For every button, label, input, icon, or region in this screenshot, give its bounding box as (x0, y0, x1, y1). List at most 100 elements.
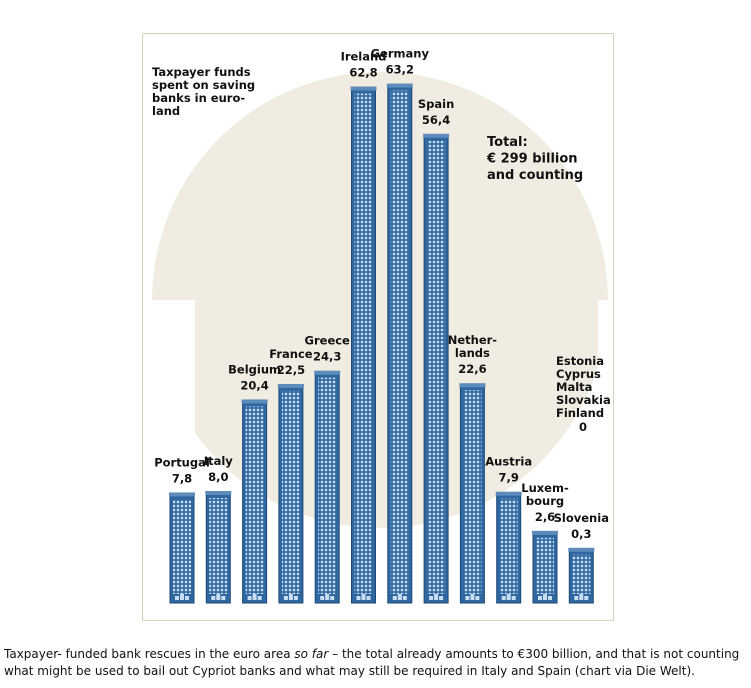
building-windows (536, 537, 554, 594)
building-cap (314, 370, 341, 375)
building-cap (532, 530, 558, 535)
building-door (330, 596, 335, 600)
building-door (439, 596, 444, 600)
category-label: Portugal (154, 455, 210, 469)
building-door (247, 596, 252, 600)
category-label: Luxem- (521, 481, 569, 495)
building-windows (354, 93, 373, 594)
category-label: Austria (485, 455, 532, 469)
building-windows (209, 497, 228, 594)
building-door (175, 596, 179, 600)
building-door (392, 596, 397, 600)
building-door (185, 596, 189, 600)
building-door (402, 596, 407, 600)
building-cap (169, 492, 195, 497)
building (350, 86, 377, 604)
building-door (356, 596, 361, 600)
value-label: 62,8 (349, 66, 377, 80)
category-label: bourg (526, 494, 564, 508)
total-line: Total: (487, 135, 528, 150)
building-door (361, 594, 366, 600)
building-door (475, 596, 480, 600)
building-door (429, 596, 434, 600)
building-door (216, 594, 221, 600)
building-door (501, 596, 506, 600)
building-door (506, 594, 511, 600)
value-label: 7,9 (499, 471, 519, 485)
value-label: 20,4 (240, 378, 268, 392)
category-label: lands (455, 346, 490, 360)
building-cap (277, 383, 304, 388)
others-value: 0 (579, 420, 587, 434)
building (241, 399, 268, 604)
building (459, 383, 486, 604)
value-label: 22,5 (277, 363, 305, 377)
building-windows (427, 140, 446, 594)
building-windows (281, 390, 300, 594)
title-line: banks in euro- (152, 91, 245, 105)
category-label: Slovenia (554, 511, 609, 525)
value-label: 0,3 (571, 527, 591, 541)
building (423, 133, 450, 604)
building (314, 370, 341, 604)
caption: Taxpayer- funded bank rescues in the eur… (4, 646, 750, 680)
building-windows (318, 377, 337, 594)
building (495, 491, 522, 604)
building-door (584, 596, 589, 600)
building-door (288, 594, 293, 600)
building-door (320, 596, 325, 600)
building-door (211, 596, 216, 600)
building-windows (572, 554, 591, 594)
building-windows (499, 498, 518, 594)
building-cap (568, 547, 595, 552)
building-door (538, 596, 542, 600)
value-label: 2,6 (535, 510, 555, 524)
category-label: France (269, 347, 313, 361)
category-label: Nether- (448, 333, 498, 347)
building-cap (459, 383, 486, 388)
building (169, 492, 195, 604)
title-line: spent on saving (152, 78, 255, 92)
others-name: Cyprus (556, 367, 601, 381)
value-label: 7,8 (172, 471, 192, 485)
total-line: € 299 billion (486, 152, 578, 167)
category-label: Belgium (228, 362, 281, 376)
building (205, 490, 232, 604)
caption-text: so far (294, 647, 329, 661)
building-cap (350, 86, 377, 91)
category-label: Ireland (341, 50, 387, 64)
building-windows (390, 90, 409, 595)
others-name: Malta (556, 380, 592, 394)
building-windows (173, 499, 191, 594)
building (386, 83, 413, 604)
others-name: Finland (556, 406, 604, 420)
building-door (434, 594, 439, 600)
building (532, 530, 558, 604)
caption-text: Taxpayer- funded bank rescues in the eur… (4, 647, 295, 661)
building (277, 383, 304, 604)
mask (598, 300, 612, 620)
building-cap (495, 491, 522, 496)
building-door (180, 594, 184, 600)
building-door (325, 594, 330, 600)
building-door (574, 596, 579, 600)
building-cap (241, 399, 268, 404)
building-door (397, 594, 402, 600)
building-door (543, 594, 547, 600)
building-door (252, 594, 257, 600)
building-door (221, 596, 226, 600)
building-windows (245, 406, 264, 594)
others-name: Slovakia (556, 393, 611, 407)
value-label: 24,3 (313, 350, 341, 364)
value-label: 56,4 (422, 113, 450, 127)
category-label: Greece (305, 334, 351, 348)
value-label: 8,0 (208, 470, 228, 484)
building-door (366, 596, 371, 600)
building-door (293, 596, 298, 600)
building-windows (463, 390, 482, 594)
value-label: 63,2 (386, 63, 414, 77)
building-door (511, 596, 516, 600)
others-name: Estonia (556, 354, 604, 368)
title-line: land (152, 104, 180, 118)
value-label: 22,6 (458, 362, 486, 376)
